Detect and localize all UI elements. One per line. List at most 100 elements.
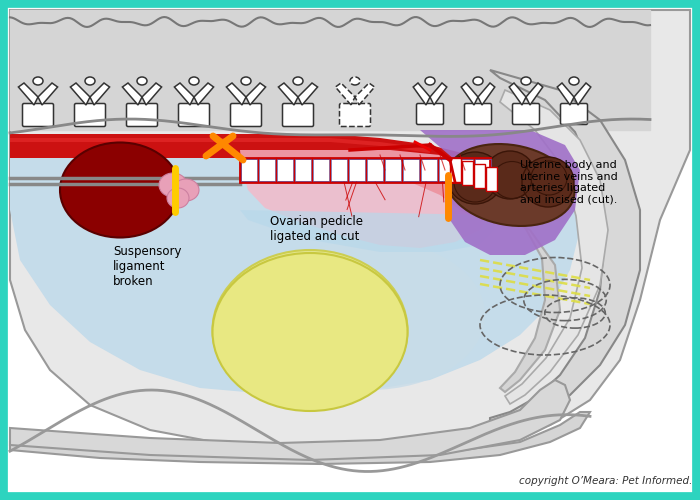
Bar <box>486 167 497 191</box>
Bar <box>367 159 383 181</box>
Text: copyright O’Meara: Pet Informed.: copyright O’Meara: Pet Informed. <box>519 476 692 486</box>
Polygon shape <box>500 90 608 404</box>
Polygon shape <box>574 83 591 105</box>
Polygon shape <box>461 83 478 105</box>
Ellipse shape <box>213 253 407 411</box>
Bar <box>295 159 311 181</box>
Bar <box>240 158 490 182</box>
Bar <box>403 159 419 181</box>
FancyBboxPatch shape <box>465 104 491 124</box>
Bar <box>241 159 257 181</box>
FancyBboxPatch shape <box>127 104 158 126</box>
Ellipse shape <box>33 77 43 85</box>
FancyBboxPatch shape <box>22 104 53 126</box>
Bar <box>457 159 473 181</box>
Ellipse shape <box>425 77 435 85</box>
Ellipse shape <box>173 179 199 201</box>
Polygon shape <box>10 380 570 460</box>
Bar <box>450 158 461 182</box>
Ellipse shape <box>189 77 199 85</box>
Bar <box>240 158 490 182</box>
Ellipse shape <box>447 152 503 204</box>
Bar <box>367 159 383 181</box>
Ellipse shape <box>255 240 485 390</box>
Polygon shape <box>557 83 574 105</box>
Polygon shape <box>478 83 495 105</box>
Bar <box>10 10 650 130</box>
Ellipse shape <box>293 77 303 85</box>
FancyBboxPatch shape <box>283 104 314 126</box>
Ellipse shape <box>167 188 189 208</box>
Polygon shape <box>490 200 560 392</box>
FancyBboxPatch shape <box>178 104 209 126</box>
Polygon shape <box>420 130 580 255</box>
Bar <box>259 159 275 181</box>
Text: Suspensory
ligament
broken: Suspensory ligament broken <box>113 245 181 288</box>
Ellipse shape <box>521 77 531 85</box>
Polygon shape <box>10 412 590 464</box>
Polygon shape <box>490 70 640 432</box>
Polygon shape <box>18 83 38 105</box>
Ellipse shape <box>522 157 574 207</box>
Ellipse shape <box>473 77 483 85</box>
Polygon shape <box>279 83 298 105</box>
Ellipse shape <box>137 77 147 85</box>
FancyBboxPatch shape <box>416 104 444 124</box>
Bar <box>295 159 311 181</box>
Bar <box>313 159 329 181</box>
Polygon shape <box>355 83 374 105</box>
Ellipse shape <box>60 142 180 238</box>
Bar <box>475 159 491 181</box>
Bar <box>439 159 455 181</box>
Bar <box>349 159 365 181</box>
Polygon shape <box>509 83 526 105</box>
Bar <box>331 159 347 181</box>
Ellipse shape <box>446 144 575 226</box>
Polygon shape <box>38 83 57 105</box>
Bar <box>462 161 473 185</box>
Polygon shape <box>246 83 265 105</box>
FancyBboxPatch shape <box>74 104 106 126</box>
Bar <box>313 159 329 181</box>
Bar <box>439 159 455 181</box>
Bar <box>277 159 293 181</box>
Bar <box>241 159 257 181</box>
Ellipse shape <box>350 77 360 85</box>
Bar <box>421 159 437 181</box>
Polygon shape <box>142 83 162 105</box>
Bar <box>475 159 491 181</box>
Bar <box>403 159 419 181</box>
Polygon shape <box>71 83 90 105</box>
Polygon shape <box>335 83 355 105</box>
Polygon shape <box>240 150 495 248</box>
Bar <box>277 159 293 181</box>
Bar <box>474 164 485 188</box>
Bar <box>457 159 473 181</box>
FancyBboxPatch shape <box>561 104 587 124</box>
Polygon shape <box>10 10 690 450</box>
FancyBboxPatch shape <box>512 104 540 124</box>
Polygon shape <box>90 83 110 105</box>
Polygon shape <box>298 83 318 105</box>
Ellipse shape <box>569 77 579 85</box>
Polygon shape <box>413 83 430 105</box>
Polygon shape <box>430 83 447 105</box>
Text: Uterine body and
uterine veins and
arteries ligated
and incised (cut).: Uterine body and uterine veins and arter… <box>520 160 617 205</box>
Polygon shape <box>10 134 530 225</box>
Polygon shape <box>194 83 214 105</box>
Polygon shape <box>174 83 194 105</box>
Ellipse shape <box>213 250 407 410</box>
Text: Ovarian pedicle
ligated and cut: Ovarian pedicle ligated and cut <box>270 215 363 243</box>
Bar <box>385 159 401 181</box>
Polygon shape <box>10 150 580 395</box>
Polygon shape <box>10 138 430 153</box>
Bar <box>421 159 437 181</box>
Ellipse shape <box>159 173 187 197</box>
Bar <box>331 159 347 181</box>
Polygon shape <box>526 83 543 105</box>
Polygon shape <box>240 210 495 252</box>
Bar <box>259 159 275 181</box>
Ellipse shape <box>241 77 251 85</box>
Polygon shape <box>122 83 142 105</box>
FancyBboxPatch shape <box>340 104 370 126</box>
